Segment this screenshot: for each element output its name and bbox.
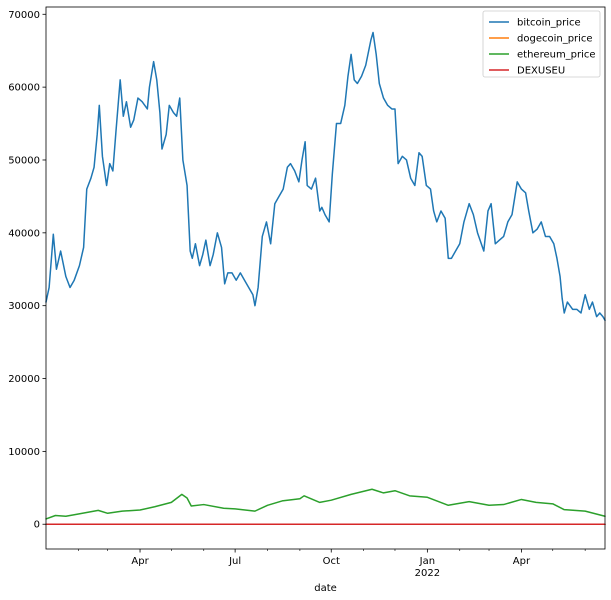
legend-label-dexuseu: DEXUSEU (517, 66, 565, 77)
y-tick-label-30000: 30000 (8, 301, 40, 312)
x-tick-label-apr-4: Apr (513, 556, 531, 567)
y-axis: 0 10000 20000 30000 40000 50000 60000 70000 (8, 10, 46, 531)
plot-background (46, 7, 605, 549)
legend: bitcoin_price dogecoin_price ethereum_pric… (482, 10, 601, 78)
y-tick-label-60000: 60000 (8, 83, 40, 94)
y-tick-label-70000: 70000 (8, 10, 40, 21)
legend-label-bitcoin-price: bitcoin_price (517, 18, 581, 29)
x-tick-label-apr-0: Apr (131, 556, 149, 567)
series-line-ethereum-price (45, 488, 606, 520)
legend-box (482, 10, 601, 78)
x-tick-label-oct-2: Oct (323, 556, 340, 567)
y-tick-label-0: 0 (34, 520, 40, 531)
plot-frame (45, 6, 606, 550)
legend-label-dogecoin-price: dogecoin_price (517, 34, 593, 45)
y-tick-label-10000: 10000 (8, 447, 40, 458)
series-line-bitcoin-price (45, 31, 606, 321)
y-tick-label-20000: 20000 (8, 374, 40, 385)
legend-label-ethereum-price: ethereum_price (517, 50, 596, 61)
x-tick-label-jul-1: Jul (228, 556, 241, 567)
x-tick-sublabel-2022: 2022 (415, 568, 440, 579)
x-tick-label-jan-3: Jan (419, 556, 435, 567)
x-axis-label: date (314, 583, 337, 594)
y-tick-label-50000: 50000 (8, 155, 40, 166)
series-layer (45, 31, 606, 525)
y-tick-label-40000: 40000 (8, 228, 40, 239)
